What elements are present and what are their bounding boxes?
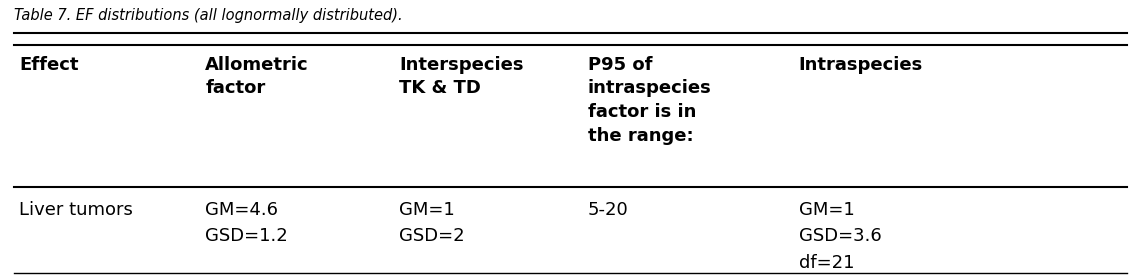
- Text: Intraspecies: Intraspecies: [799, 56, 923, 74]
- Text: Liver tumors: Liver tumors: [19, 201, 133, 219]
- Text: GM=1
GSD=2: GM=1 GSD=2: [399, 201, 466, 245]
- Text: Table 7. EF distributions (all lognormally distributed).: Table 7. EF distributions (all lognormal…: [14, 8, 403, 23]
- Text: Effect: Effect: [19, 56, 79, 74]
- Text: Interspecies
TK & TD: Interspecies TK & TD: [399, 56, 524, 97]
- Text: Allometric
factor: Allometric factor: [205, 56, 309, 97]
- Text: P95 of
intraspecies
factor is in
the range:: P95 of intraspecies factor is in the ran…: [588, 56, 711, 145]
- Text: GM=4.6
GSD=1.2: GM=4.6 GSD=1.2: [205, 201, 289, 245]
- Text: GM=1
GSD=3.6
df=21: GM=1 GSD=3.6 df=21: [799, 201, 882, 272]
- Text: 5-20: 5-20: [588, 201, 629, 219]
